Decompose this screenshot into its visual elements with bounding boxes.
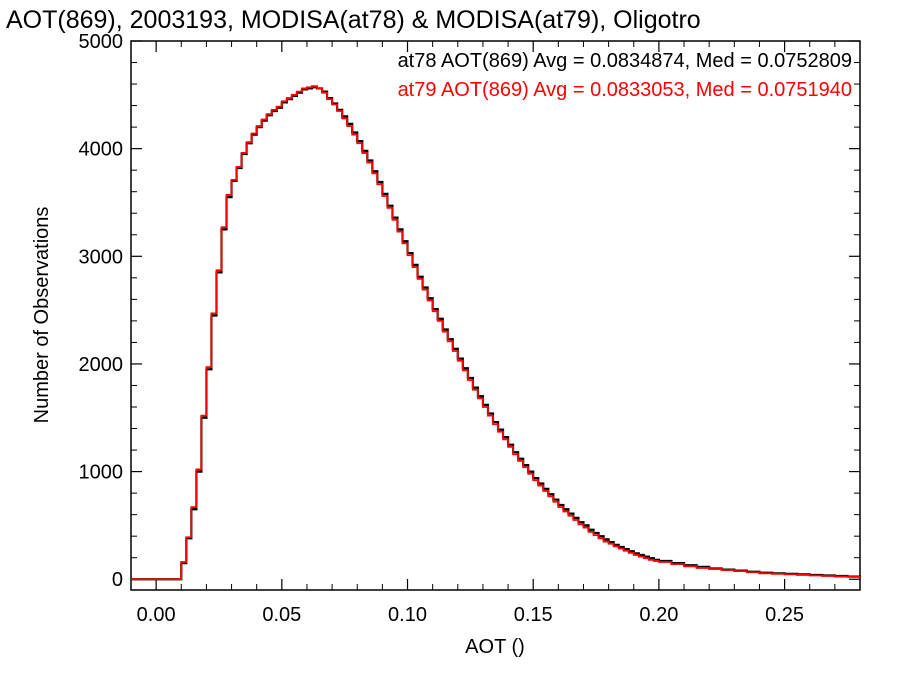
y-tick-label: 2000 — [79, 354, 124, 376]
x-tick-label: 0.10 — [388, 604, 427, 626]
legend: at78 AOT(869) Avg = 0.0834874, Med = 0.0… — [398, 50, 852, 101]
plot-frame — [130, 40, 861, 591]
y-tick-label: 5000 — [79, 31, 124, 53]
y-axis-label: Number of Observations — [31, 207, 53, 424]
x-tick-label: 0.15 — [514, 604, 553, 626]
y-tick-label: 0 — [112, 569, 123, 591]
x-tick-label: 0.25 — [765, 604, 804, 626]
series-line-2 — [131, 85, 861, 581]
x-tick-label: 0.00 — [137, 604, 176, 626]
y-tick-label: 3000 — [79, 246, 124, 268]
x-tick-label: 0.05 — [262, 604, 301, 626]
legend-entry-1: at78 AOT(869) Avg = 0.0834874, Med = 0.0… — [398, 50, 852, 72]
y-tick-label: 1000 — [79, 462, 124, 484]
series-line-1 — [131, 86, 862, 581]
legend-entry-2: at79 AOT(869) Avg = 0.0833053, Med = 0.0… — [398, 79, 852, 101]
y-tick-label: 4000 — [79, 139, 124, 161]
x-axis-label: AOT () — [465, 636, 525, 658]
chart-title: AOT(869), 2003193, MODISA(at78) & MODISA… — [6, 6, 701, 34]
series-layer — [131, 85, 862, 581]
x-tick-label: 0.20 — [639, 604, 678, 626]
axis-ticks: 0.00 0.05 0.10 0.15 0.20 0.25 0 1000 2000 3000 400… — [79, 31, 861, 626]
